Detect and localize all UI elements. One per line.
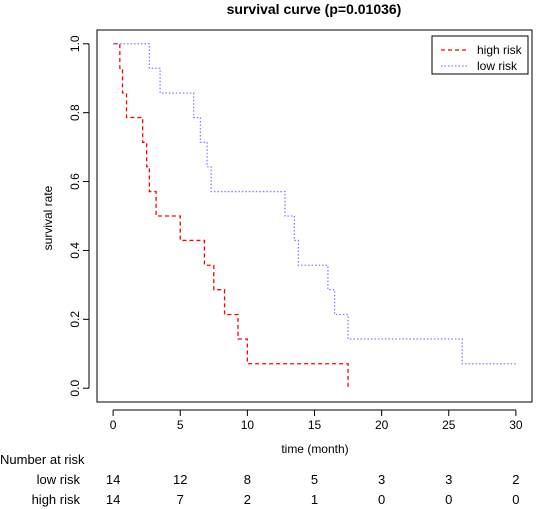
y-axis-label: survival rate [41, 185, 55, 250]
x-tick-label: 15 [308, 418, 322, 432]
y-tick-label: 0.2 [68, 311, 82, 328]
x-tick-label: 25 [442, 418, 456, 432]
y-tick-label: 1.0 [68, 35, 82, 52]
series-line-1 [113, 43, 516, 365]
x-axis-label: time (month) [281, 442, 348, 456]
y-tick-label: 0.4 [68, 242, 82, 259]
y-axis: 0.0 0.2 0.4 0.6 0.8 1.0 [68, 35, 90, 397]
x-tick-label: 20 [375, 418, 389, 432]
x-tick-label: 0 [110, 418, 117, 432]
chart-title: survival curve (p=0.01036) [227, 1, 402, 17]
risk-row-label: low risk [37, 472, 81, 487]
risk-count: 3 [445, 472, 452, 487]
risk-count: 7 [177, 492, 184, 507]
survival-curves [113, 43, 516, 389]
risk-count: 14 [106, 492, 120, 507]
series-line-0 [113, 43, 349, 389]
risk-count: 2 [512, 472, 519, 487]
y-tick-label: 0.6 [68, 173, 82, 190]
risk-count: 5 [311, 472, 318, 487]
y-tick-label: 0.8 [68, 104, 82, 121]
legend-box [431, 35, 529, 75]
risk-count: 2 [244, 492, 251, 507]
risk-count: 12 [173, 472, 187, 487]
risk-count: 0 [445, 492, 452, 507]
risk-count: 8 [244, 472, 251, 487]
risk-count: 14 [106, 472, 120, 487]
legend-label: high risk [477, 43, 523, 57]
plot-frame [96, 29, 533, 403]
x-tick-label: 10 [241, 418, 255, 432]
risk-count: 0 [512, 492, 519, 507]
risk-table-title: Number at risk [0, 452, 85, 467]
risk-count: 3 [378, 472, 385, 487]
x-tick-label: 30 [509, 418, 523, 432]
risk-count: 1 [311, 492, 318, 507]
legend-label: low risk [477, 59, 518, 73]
y-tick-label: 0.0 [68, 380, 82, 397]
x-tick-label: 5 [177, 418, 184, 432]
legend: high risk low risk [431, 35, 529, 75]
risk-count: 0 [378, 492, 385, 507]
risk-row-label: high risk [32, 492, 81, 507]
x-axis: 0 5 10 15 20 25 30 [110, 409, 523, 432]
